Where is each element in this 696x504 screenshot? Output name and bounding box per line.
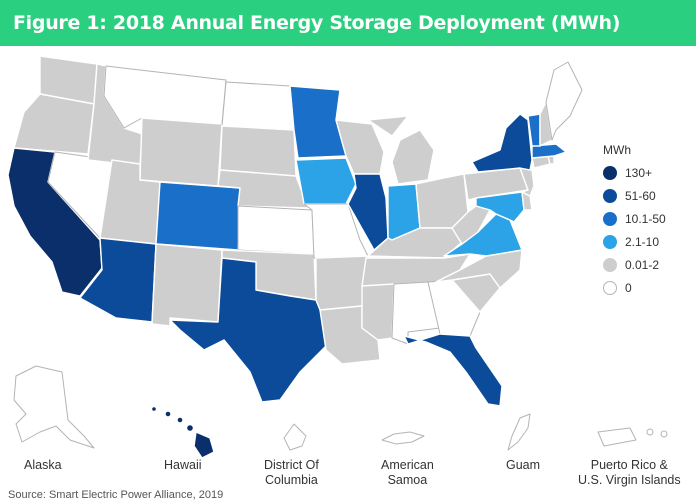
- state-HI-niihau: [150, 405, 158, 413]
- pr-inset: [597, 427, 668, 447]
- legend-swatch: [603, 234, 617, 249]
- guam-inset: [507, 413, 531, 451]
- state-SD[interactable]: [219, 125, 297, 177]
- legend-swatch: [603, 280, 617, 295]
- source-note: Source: Smart Electric Power Alliance, 2…: [8, 489, 224, 501]
- dc-inset: [283, 423, 307, 451]
- samoa-shape[interactable]: [381, 431, 425, 445]
- hawaii-inset: [150, 405, 215, 459]
- legend-label: 2.1-10: [625, 234, 660, 249]
- vi-shape-1: [646, 428, 654, 436]
- legend-label: 10.1-50: [625, 211, 666, 226]
- dc-shape[interactable]: [283, 423, 307, 451]
- legend-label: 51-60: [625, 188, 656, 203]
- state-HI-maui: [185, 423, 195, 433]
- legend-swatch: [603, 188, 617, 203]
- inset-label-alaska: Alaska: [24, 458, 62, 472]
- state-MI[interactable]: [367, 115, 435, 185]
- legend-swatch: [603, 211, 617, 226]
- figure-title: Figure 1: 2018 Annual Energy Storage Dep…: [13, 12, 621, 34]
- legend-item: 0.01-2: [603, 255, 666, 274]
- legend-item: 0: [603, 278, 666, 297]
- state-OR[interactable]: [13, 93, 95, 155]
- state-ND[interactable]: [221, 81, 295, 131]
- state-HI-oahu: [164, 410, 172, 418]
- us-map: [7, 55, 668, 459]
- vi-shape-2: [660, 430, 668, 438]
- state-MA[interactable]: [531, 143, 567, 159]
- legend-label: 0.01-2: [625, 257, 660, 272]
- inset-label-pr: Puerto Rico & U.S. Virgin Islands: [578, 458, 681, 487]
- legend-label: 0: [625, 280, 632, 295]
- state-FL[interactable]: [403, 333, 503, 407]
- legend-item: 51-60: [603, 186, 666, 205]
- inset-label-guam: Guam: [506, 458, 541, 472]
- state-AK[interactable]: [13, 365, 95, 449]
- state-MT[interactable]: [103, 65, 227, 129]
- state-WY[interactable]: [139, 117, 223, 187]
- state-KS[interactable]: [237, 205, 315, 255]
- legend-swatch: [603, 257, 617, 272]
- inset-label-dc: District Of Columbia: [264, 458, 319, 487]
- legend-item: 130+: [603, 163, 666, 182]
- inset-label-hawaii: Hawaii: [164, 458, 202, 472]
- samoa-inset: [381, 431, 425, 445]
- state-MS[interactable]: [361, 283, 395, 341]
- state-TX[interactable]: [169, 257, 331, 403]
- legend-label: 130+: [625, 165, 653, 180]
- state-NC[interactable]: [435, 249, 523, 289]
- state-AR[interactable]: [315, 255, 369, 311]
- legend-swatch: [603, 165, 617, 180]
- legend: MWh 130+ 51-60 10.1-50 2.1-10 0.01-2 0: [603, 143, 666, 301]
- pr-shape[interactable]: [597, 427, 637, 447]
- state-ME[interactable]: [545, 61, 583, 141]
- guam-shape[interactable]: [507, 413, 531, 451]
- legend-title: MWh: [603, 143, 631, 157]
- state-NY[interactable]: [471, 113, 533, 173]
- legend-item: 10.1-50: [603, 209, 666, 228]
- state-HI[interactable]: [193, 431, 215, 459]
- legend-item: 2.1-10: [603, 232, 666, 251]
- state-IA[interactable]: [295, 157, 357, 205]
- state-NM[interactable]: [151, 243, 223, 327]
- figure-header: Figure 1: 2018 Annual Energy Storage Dep…: [0, 0, 696, 46]
- state-CO[interactable]: [155, 181, 241, 251]
- state-HI-molokai: [176, 416, 184, 424]
- state-NJ[interactable]: [519, 167, 535, 197]
- inset-label-samoa: American Samoa: [381, 458, 434, 487]
- contiguous-states: [7, 55, 583, 407]
- alaska-inset: [13, 365, 95, 449]
